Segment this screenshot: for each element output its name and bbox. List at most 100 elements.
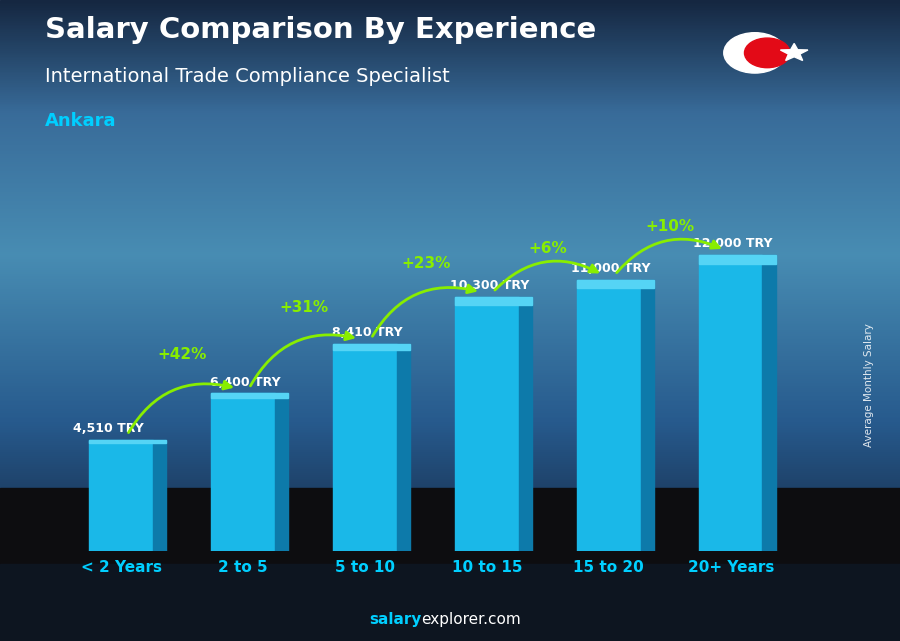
Bar [0, 49, 900, 51]
Bar [0, 483, 900, 485]
Bar [0, 363, 900, 365]
Bar [0, 280, 900, 282]
Text: 4,510 TRY: 4,510 TRY [74, 422, 144, 435]
Bar [0, 513, 900, 515]
Bar [0, 389, 900, 391]
Bar [0, 542, 900, 619]
Bar [0, 465, 900, 466]
Bar [0, 545, 900, 547]
Bar [0, 415, 900, 417]
Bar [0, 242, 900, 244]
Bar [0, 501, 900, 578]
Bar [0, 374, 900, 376]
Text: +42%: +42% [158, 347, 207, 362]
Bar [0, 472, 900, 474]
Bar [0, 433, 900, 435]
Bar [0, 528, 900, 605]
Bar [0, 355, 900, 357]
Bar [0, 515, 900, 517]
Bar [0, 190, 900, 192]
Bar [0, 401, 900, 403]
Bar [0, 325, 900, 327]
Bar [0, 299, 900, 301]
Bar [0, 399, 900, 401]
Bar [0, 121, 900, 122]
Bar [0, 119, 900, 121]
Bar [0, 177, 900, 179]
Bar [89, 440, 153, 551]
Bar [0, 528, 900, 530]
Bar [0, 66, 900, 68]
Bar [0, 558, 900, 560]
Bar [0, 56, 900, 58]
Bar [0, 419, 900, 421]
Bar [0, 510, 900, 512]
Bar [0, 71, 900, 73]
Bar [0, 51, 900, 53]
Bar [0, 199, 900, 201]
Bar [0, 518, 900, 595]
Bar [0, 151, 900, 153]
Bar [0, 314, 900, 316]
Text: 11,000 TRY: 11,000 TRY [572, 262, 651, 275]
Bar [0, 551, 900, 628]
Bar [0, 263, 900, 265]
Bar [0, 490, 900, 567]
Bar [0, 429, 900, 431]
Bar [0, 196, 900, 197]
Bar [0, 75, 900, 77]
Bar [0, 491, 900, 493]
Bar [0, 156, 900, 158]
Bar [0, 350, 900, 352]
Text: +10%: +10% [645, 219, 694, 234]
Bar [0, 503, 900, 579]
Bar [0, 272, 900, 274]
Bar [0, 531, 900, 608]
Bar [0, 431, 900, 433]
Bar [0, 173, 900, 175]
Bar [0, 254, 900, 256]
Bar [0, 312, 900, 314]
Bar [0, 340, 900, 342]
Bar [0, 413, 900, 415]
Bar [0, 87, 900, 88]
Bar [0, 294, 900, 296]
Bar [0, 21, 900, 22]
Bar [0, 131, 900, 133]
Bar [0, 265, 900, 267]
Bar [0, 183, 900, 184]
Polygon shape [518, 297, 532, 551]
Bar [0, 19, 900, 21]
Bar [0, 488, 900, 565]
Bar [0, 128, 900, 129]
Bar [0, 508, 900, 510]
Bar [0, 101, 900, 103]
Bar [0, 376, 900, 378]
Bar [0, 308, 900, 310]
Bar [0, 288, 900, 290]
Polygon shape [641, 279, 653, 551]
Bar [0, 214, 900, 216]
Bar [0, 451, 900, 453]
Bar [0, 181, 900, 183]
Bar [0, 494, 900, 570]
Text: 6,400 TRY: 6,400 TRY [210, 376, 281, 389]
Bar [0, 549, 900, 551]
Bar [0, 497, 900, 574]
Bar [0, 544, 900, 620]
Bar [0, 248, 900, 250]
Bar [0, 554, 900, 556]
Bar [0, 474, 900, 476]
Bar [0, 137, 900, 139]
Bar [0, 269, 900, 271]
Bar [0, 438, 900, 440]
Text: International Trade Compliance Specialist: International Trade Compliance Specialis… [45, 67, 450, 87]
Bar [0, 372, 900, 374]
Bar [0, 70, 900, 71]
Bar [0, 135, 900, 137]
Bar [0, 109, 900, 111]
Bar [0, 292, 900, 294]
Bar [0, 175, 900, 177]
Bar [0, 188, 900, 190]
Text: salary: salary [369, 612, 421, 627]
